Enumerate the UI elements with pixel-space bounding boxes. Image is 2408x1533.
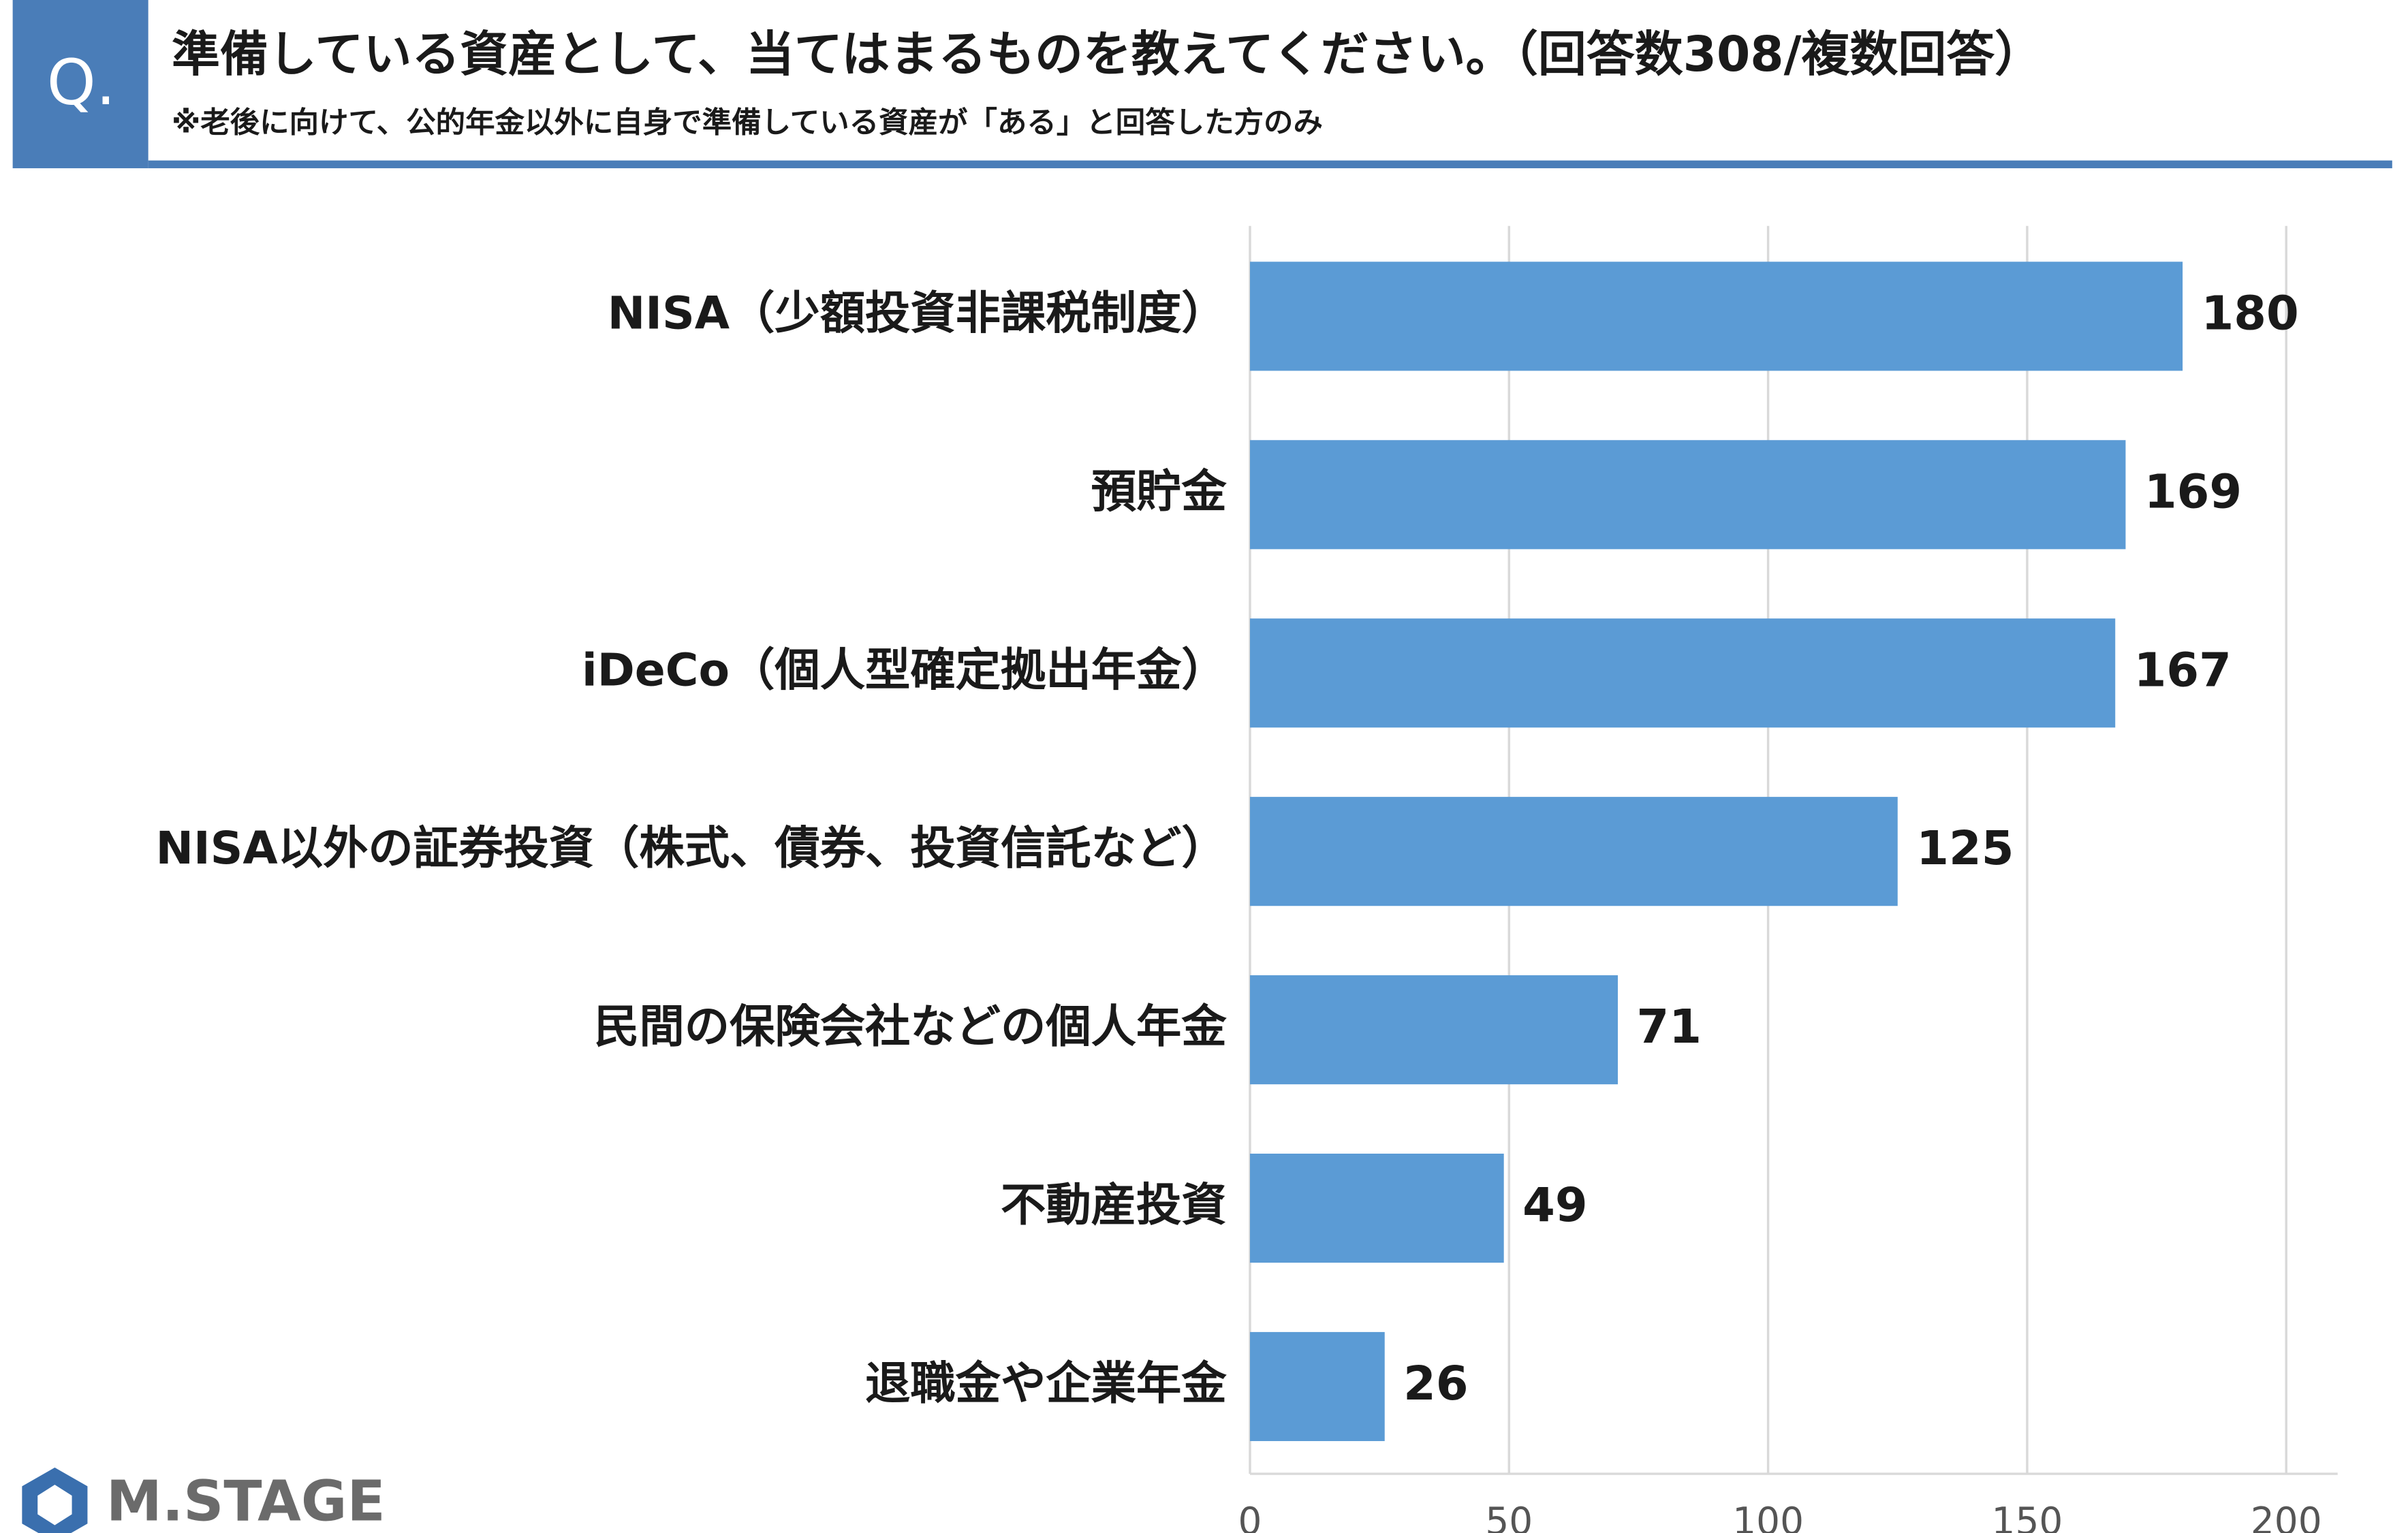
value-label: 71	[1636, 1000, 1701, 1054]
value-label: 49	[1522, 1178, 1587, 1233]
y-tick-label: iDeCo（個人型確定拠出年金）	[582, 643, 1227, 696]
x-tick-label: 100	[1732, 1499, 1804, 1533]
x-tick-label: 150	[1992, 1499, 2063, 1533]
logo-icon-inner	[37, 1485, 72, 1526]
x-tick-label: 50	[1485, 1499, 1533, 1533]
x-tick-label: 200	[2251, 1499, 2322, 1533]
logo-text: M.STAGE	[106, 1469, 386, 1533]
bar	[1249, 1153, 1504, 1263]
bar	[1249, 440, 2126, 550]
y-tick-label: 退職金や企業年金	[865, 1357, 1227, 1410]
badge: Q.	[47, 46, 116, 119]
bar	[1249, 975, 1619, 1085]
value-label: 180	[2202, 286, 2299, 341]
subtitle: ※老後に向けて、公的年金以外に自身で準備している資産が「ある」と回答した方のみ	[172, 106, 1323, 140]
value-label: 26	[1403, 1357, 1468, 1411]
bar	[1249, 618, 2116, 728]
bar	[1249, 1331, 1385, 1442]
y-tick-label: 不動産投資	[1001, 1178, 1227, 1231]
y-tick-label: 預貯金	[1091, 464, 1228, 518]
badge-box	[12, 0, 148, 169]
bar	[1249, 797, 1898, 906]
bar	[1249, 262, 2183, 371]
title: 準備している資産として、当てはまるものを教えてください。（回答数308/複数回答…	[172, 26, 2043, 82]
y-tick-label: NISA（少額投資非課税制度）	[608, 286, 1227, 339]
header-rule	[148, 160, 2392, 169]
y-tick-label: 民間の保険会社などの個人年金	[594, 1000, 1227, 1053]
value-label: 169	[2144, 464, 2242, 519]
y-tick-label: NISA以外の証券投資（株式、債券、投資信託など）	[155, 821, 1226, 874]
value-label: 125	[1916, 821, 2014, 876]
x-tick-label: 0	[1238, 1499, 1262, 1533]
logo: M.STAGE	[22, 1467, 386, 1533]
value-label: 167	[2134, 643, 2232, 697]
